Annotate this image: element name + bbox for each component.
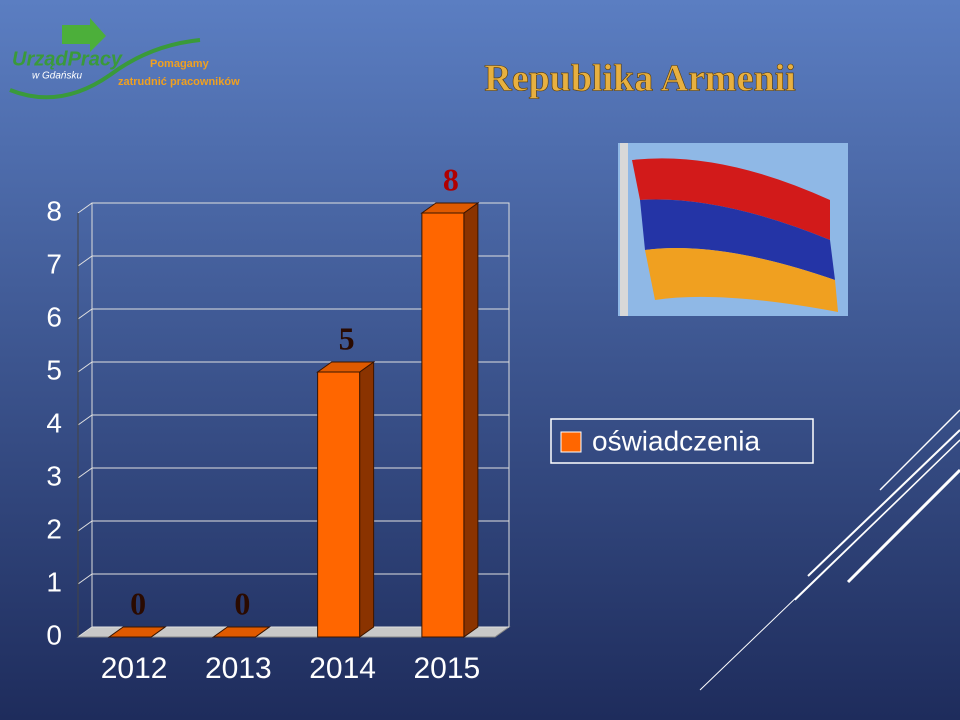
data-label: 0 [234,585,250,621]
y-tick-label: 6 [46,301,62,332]
logo-slogan: Pomagamy [150,58,210,70]
y-tick-label: 5 [46,354,62,385]
data-label: 8 [443,161,459,197]
logo-slogan: zatrudnić pracowników [118,76,240,88]
chart-title: Republika Armenii [484,58,795,100]
x-tick-label: 2012 [101,652,168,685]
y-tick-label: 2 [46,513,62,544]
grid-line [77,255,509,267]
grid-line [77,202,509,214]
data-label: 0 [130,585,146,621]
y-tick-label: 0 [46,619,62,650]
y-tick-label: 1 [46,566,62,597]
x-tick-label: 2013 [205,652,272,685]
legend-swatch [560,431,582,453]
bar-side [463,202,479,638]
y-tick-label: 3 [46,460,62,491]
bar [317,371,361,638]
bar-side [359,361,375,638]
y-tick-label: 8 [46,195,62,226]
grid-line [77,308,509,320]
y-tick-label: 4 [46,407,62,438]
decor-lines [699,409,960,691]
flag-photo [618,143,848,316]
plot: 0 1 2 3 4 5 6 7 8 2012 0 2013 0 2014 5 2015 8 [46,161,511,685]
data-label: 5 [339,320,355,356]
legend-label: oświadczenia [592,425,761,456]
bar-top [107,626,167,638]
bar [421,212,465,638]
logo-city: w Gdańsku [32,71,82,82]
x-tick-label: 2015 [414,652,481,685]
logo-name: UrządPracy [12,48,123,70]
logo: UrządPracy w Gdańsku Pomagamy zatrudnić … [9,18,240,100]
legend-box [550,418,814,464]
y-tick-label: 7 [46,248,62,279]
x-tick-label: 2014 [309,652,376,685]
bar-top [211,626,271,638]
